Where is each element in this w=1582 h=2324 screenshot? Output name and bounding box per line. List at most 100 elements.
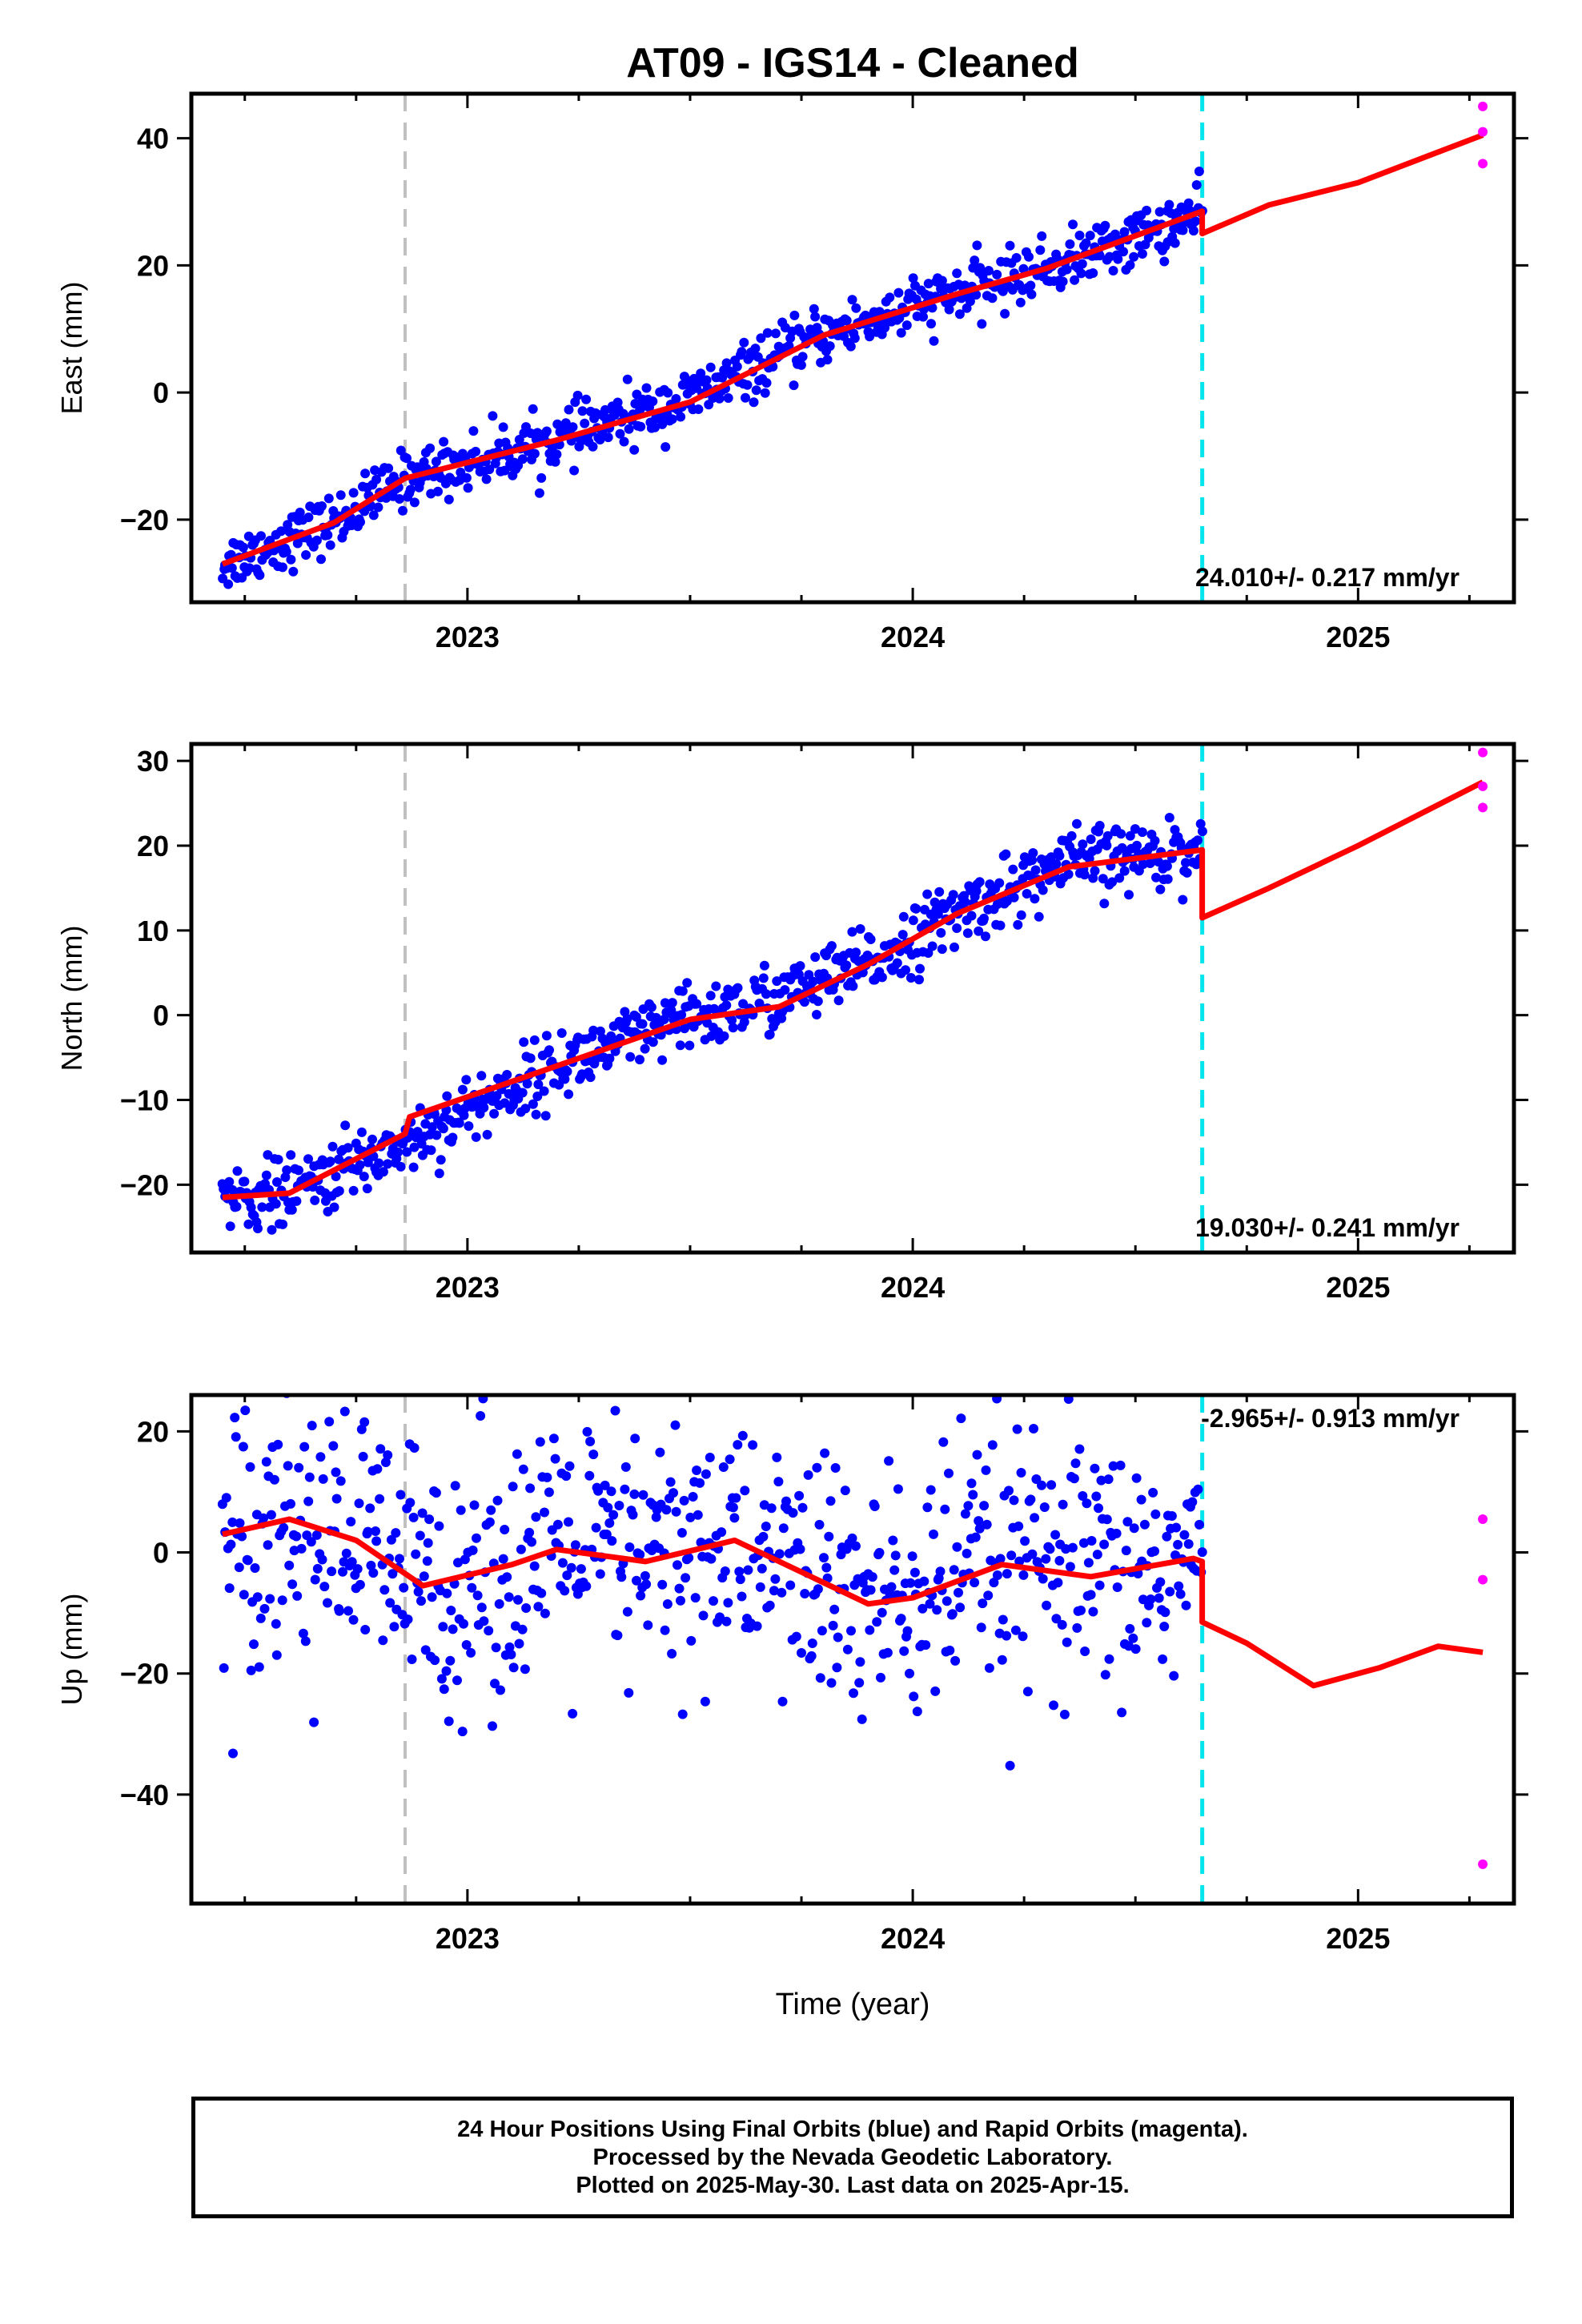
data-point [306,1537,316,1547]
data-point [292,1590,303,1601]
plot-area [217,1379,1488,1904]
data-point [1080,1647,1090,1656]
data-point [874,1547,885,1558]
data-point [430,1655,440,1666]
caption-line-3: Plotted on 2025-May-30. Last data on 202… [576,2172,1130,2198]
data-point [1041,1554,1051,1564]
data-point [1164,199,1174,210]
data-point [540,1111,551,1121]
data-point [797,1648,806,1658]
data-point [893,1484,903,1494]
data-point [635,1550,645,1560]
data-point [230,1413,240,1423]
data-point [829,1604,840,1614]
data-point [1022,1687,1033,1697]
data-point [246,1665,256,1675]
data-point [667,414,677,424]
data-point [564,404,574,415]
data-point [415,1530,425,1541]
caption-line-2: Processed by the Nevada Geodetic Laborat… [592,2144,1113,2170]
data-point [1015,297,1026,308]
data-point [761,989,771,999]
data-point [921,1640,931,1651]
data-point [389,1622,400,1632]
data-point [467,1582,477,1593]
data-point [1169,1671,1179,1681]
data-point [1026,1494,1036,1505]
data-point [484,464,495,475]
rapid-point [1478,781,1488,791]
y-tick-label: 0 [153,1537,169,1570]
data-point [324,1417,335,1427]
data-point [419,1571,429,1582]
data-point [718,1462,729,1472]
data-point [1016,1468,1026,1478]
data-point [938,1437,949,1447]
model-line [222,779,1484,1200]
data-point [240,1405,251,1416]
data-point [409,1142,420,1152]
data-point [750,344,761,354]
data-point [857,1714,867,1724]
data-point [1030,865,1041,875]
plot-frame [189,1393,1516,1906]
data-point [841,960,852,971]
data-point [795,961,805,971]
data-point [922,889,933,899]
data-point [1166,1511,1177,1521]
data-point [366,1560,376,1570]
data-point [1039,1502,1050,1512]
data-point [331,1172,341,1181]
data-point [238,1441,248,1452]
rapid-point [1478,1514,1488,1524]
data-point [536,1588,547,1598]
data-point [378,1635,388,1646]
data-point [809,304,819,314]
data-point [914,975,924,985]
data-point [1138,859,1148,870]
data-point [1012,1424,1022,1434]
data-point [701,375,712,385]
data-point [750,1379,760,1389]
data-point [1155,1577,1166,1587]
data-point [303,1496,314,1506]
data-point [911,903,921,914]
data-point [295,507,305,517]
data-point [249,1639,259,1650]
data-point [373,502,383,513]
data-point [789,380,799,391]
data-point [508,1663,519,1673]
data-point [454,1118,464,1128]
data-point [525,428,536,438]
data-point [847,295,857,305]
data-point [1150,1509,1161,1519]
data-point [896,1614,906,1624]
data-point [705,362,716,372]
data-point [983,1590,994,1601]
data-point [935,1566,946,1577]
data-point [1121,1546,1131,1556]
data-point [303,1154,313,1164]
data-point [641,383,652,393]
data-point [576,1564,586,1574]
data-point [533,1080,544,1090]
data-point [847,927,857,937]
model-line [221,132,1484,567]
data-point [773,1477,784,1487]
data-point [987,1440,998,1450]
data-point [478,1395,488,1404]
data-point [374,1158,384,1168]
data-point [479,1616,489,1626]
data-point [629,444,640,455]
data-point [1137,249,1147,259]
data-point [1068,219,1078,230]
data-point [383,1159,393,1169]
data-point [481,474,492,485]
data-point [930,897,940,907]
rapid-point [1478,802,1488,813]
data-point [897,930,908,940]
data-point [641,1579,652,1590]
data-point [902,1626,913,1636]
data-point [723,393,733,403]
final-orbit-points [218,167,1207,589]
